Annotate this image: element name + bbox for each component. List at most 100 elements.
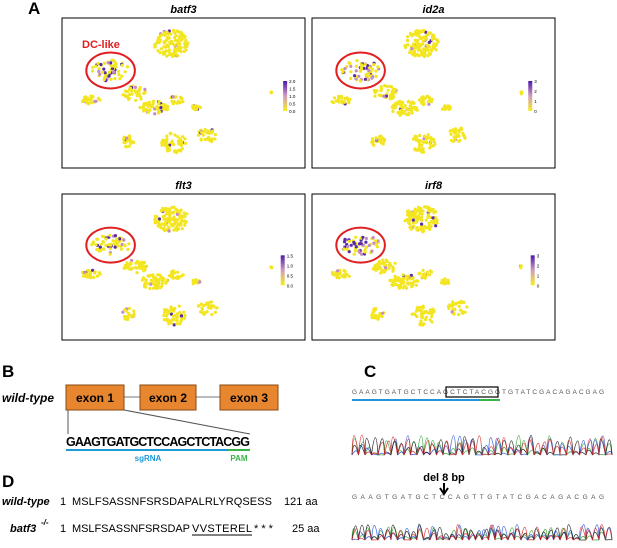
gene-title: flt3 — [175, 180, 192, 192]
cell-point — [349, 76, 353, 81]
cell-point — [156, 281, 160, 285]
cell-point — [202, 312, 206, 316]
cell-point — [172, 215, 176, 219]
cell-point — [367, 69, 371, 73]
cell-point — [172, 43, 176, 47]
cell-point — [429, 220, 433, 224]
cell-point — [421, 274, 425, 278]
cell-point — [165, 134, 169, 138]
cell-point — [146, 274, 150, 278]
cell-point — [423, 52, 427, 57]
cell-point — [152, 99, 156, 103]
cell-point — [166, 207, 170, 211]
cell-point — [110, 58, 114, 62]
cell-point — [426, 215, 430, 219]
chromatogram-sequence: GAAGTGATGCTCCAGTTGTATCGACAGACGAG — [352, 494, 604, 501]
cell-point — [410, 211, 414, 215]
cell-point — [203, 128, 207, 132]
cell-point — [419, 211, 423, 215]
cell-point — [169, 312, 173, 316]
umap-points — [330, 28, 524, 154]
exon-label: exon 2 — [149, 391, 187, 405]
cell-point — [101, 247, 105, 251]
colorbar-tick: 0.0 — [287, 283, 294, 288]
cell-point — [181, 135, 185, 139]
cell-point — [373, 316, 377, 320]
cell-point — [457, 301, 461, 305]
cell-point — [443, 107, 447, 111]
cell-point — [419, 30, 423, 34]
cell-point — [393, 274, 397, 278]
cell-point — [100, 234, 104, 238]
cell-point — [419, 311, 424, 315]
cell-point — [125, 136, 129, 140]
cell-point — [368, 74, 372, 78]
cell-point — [399, 100, 403, 104]
cell-point — [164, 314, 168, 318]
cell-point — [432, 42, 436, 46]
cell-point — [379, 138, 384, 142]
cell-point — [414, 148, 419, 152]
cell-point — [154, 277, 158, 281]
cell-point — [107, 74, 111, 78]
cell-point — [205, 302, 209, 306]
cell-point — [179, 220, 183, 224]
cell-point — [182, 310, 186, 314]
cell-point — [434, 48, 438, 52]
cell-point — [379, 271, 383, 275]
cell-point — [157, 277, 161, 282]
cell-point — [431, 44, 435, 48]
cell-point — [406, 108, 410, 112]
cell-point — [182, 316, 187, 320]
cell-point — [346, 244, 350, 248]
cell-point — [183, 215, 187, 219]
cell-point — [375, 263, 379, 267]
cell-point — [412, 224, 416, 228]
cell-point — [175, 29, 179, 33]
cell-point — [349, 243, 353, 247]
cell-point — [381, 258, 385, 262]
cell-point — [419, 319, 423, 323]
cell-point — [168, 319, 172, 323]
cell-point — [428, 51, 432, 56]
cell-point — [182, 35, 187, 40]
cell-point — [210, 312, 214, 317]
cell-point — [340, 99, 344, 103]
cell-point — [429, 311, 433, 315]
colorbar-tick: 0.5 — [289, 102, 296, 107]
cell-point — [422, 102, 426, 106]
cell-point — [360, 63, 364, 67]
cell-point — [384, 94, 388, 98]
cell-point — [426, 213, 430, 217]
cell-point — [164, 139, 168, 143]
cell-point — [421, 268, 425, 272]
cell-point — [430, 97, 434, 101]
cell-point — [142, 102, 146, 106]
cell-point — [519, 264, 523, 268]
cell-point — [162, 51, 166, 56]
colorbar-tick: 3 — [534, 79, 537, 84]
cell-point — [374, 69, 378, 73]
cell-point — [95, 237, 99, 241]
cell-point — [337, 94, 341, 98]
cell-point — [83, 95, 87, 100]
cell-point — [425, 270, 429, 274]
cell-point — [393, 87, 397, 91]
cell-point — [159, 47, 163, 51]
cell-point — [363, 250, 367, 254]
cell-point — [184, 38, 188, 42]
cell-point — [412, 312, 416, 316]
exons: exon 1 exon 2 exon 3 — [65, 384, 279, 411]
exon-label: exon 1 — [76, 391, 114, 405]
cell-point — [98, 245, 102, 249]
cell-point — [128, 134, 132, 138]
cell-point — [172, 100, 176, 104]
cell-point — [450, 304, 455, 308]
cell-point — [376, 317, 380, 321]
cell-point — [403, 103, 407, 108]
panel-label: D — [2, 472, 14, 491]
cell-point — [416, 305, 420, 309]
cell-point — [179, 96, 183, 100]
cell-point — [409, 109, 413, 113]
cell-point — [345, 247, 349, 251]
